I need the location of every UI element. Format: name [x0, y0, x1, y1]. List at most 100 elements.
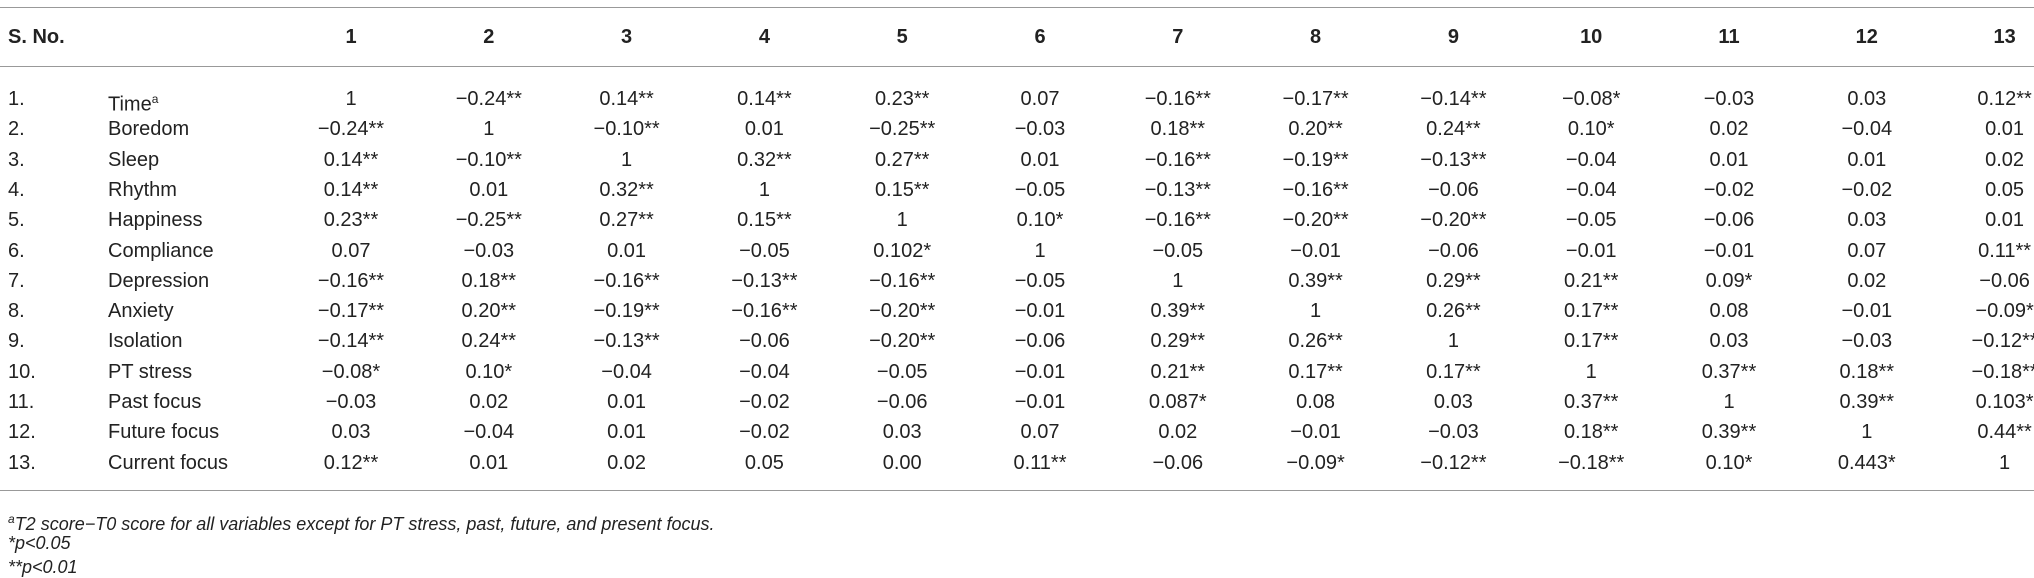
cell: −0.02	[739, 421, 790, 444]
cell: 0.03	[331, 421, 371, 444]
cell: 0.00	[882, 451, 922, 474]
cell: 0.24**	[1426, 118, 1481, 141]
cell: 0.17**	[1563, 300, 1619, 323]
cell: 0.29**	[1150, 330, 1206, 353]
cell: −0.03	[325, 391, 377, 413]
footnote-marker: a	[8, 512, 15, 526]
cell: −0.14**	[317, 330, 385, 353]
cell: −0.06	[1703, 209, 1755, 232]
cell: 0.01	[1709, 148, 1749, 171]
header-cell: 13	[1993, 26, 2016, 48]
cell: 0.37**	[1563, 391, 1619, 413]
cell: 0.07	[331, 239, 371, 262]
header-cell: 7	[1172, 26, 1184, 48]
cell: −0.18**	[1971, 360, 2034, 383]
footnote-text: T2 score−T0 score for all variables exce…	[14, 514, 715, 534]
header-cell: 9	[1447, 26, 1459, 48]
row-label: Past focus	[108, 390, 201, 414]
cell: −0.16**	[1144, 88, 1211, 110]
cell: 0.32**	[737, 148, 792, 171]
cell: −0.06	[1014, 330, 1066, 353]
cell: 0.15**	[874, 178, 930, 201]
cell: −0.16**	[869, 269, 936, 292]
row-number: 11.	[8, 391, 35, 413]
cell: −0.03	[1014, 118, 1066, 141]
cell: −0.13**	[1144, 178, 1211, 201]
row-label-text: Boredom	[108, 118, 190, 141]
header-cell: 8	[1310, 26, 1322, 48]
row-label: Happiness	[108, 208, 203, 232]
cell: −0.25**	[455, 209, 522, 232]
cell: 0.11**	[1013, 451, 1067, 474]
cell: 0.17**	[1563, 330, 1619, 353]
cell: 0.05	[1985, 178, 2025, 201]
cell: 0.11**	[1978, 239, 2032, 262]
cell: −0.01	[1703, 239, 1755, 262]
cell: 0.14**	[599, 88, 654, 110]
header-cell: 12	[1855, 26, 1878, 48]
cell: −0.18**	[1558, 451, 1625, 474]
header-cell: 5	[896, 26, 908, 48]
cell: −0.08*	[1561, 88, 1621, 110]
cell: 0.18**	[1563, 421, 1619, 444]
cell: 0.103*	[1975, 391, 2034, 413]
cell: 0.01	[607, 421, 647, 444]
header-cell: S. No.	[8, 26, 65, 48]
cell: −0.12**	[1420, 451, 1487, 474]
cell: 0.02	[607, 451, 647, 474]
cell: 0.18**	[1839, 360, 1895, 383]
cell: −0.04	[1841, 118, 1893, 141]
row-label-text: Isolation	[108, 330, 183, 353]
cell: 1	[621, 148, 633, 171]
cell: 0.39**	[1701, 421, 1757, 444]
cell: 0.10*	[465, 360, 513, 383]
cell: 0.12**	[1977, 88, 2032, 110]
cell: 0.08	[1296, 391, 1336, 413]
row-label: PT stress	[108, 360, 192, 384]
header-cell: 3	[621, 26, 633, 48]
row-label: Current focus	[108, 451, 228, 475]
cell: 0.02	[1709, 118, 1749, 141]
cell: 0.18**	[461, 269, 517, 292]
cell: −0.10**	[593, 118, 660, 141]
row-label-text: Anxiety	[108, 300, 174, 323]
cell: −0.16**	[1144, 209, 1211, 232]
row-label-text: Happiness	[108, 209, 203, 232]
cell: 0.03	[1847, 209, 1887, 232]
cell: −0.19**	[593, 300, 660, 323]
cell: −0.05	[876, 360, 928, 383]
cell: −0.01	[1290, 239, 1341, 262]
row-label: Depression	[108, 269, 209, 293]
row-label: Sleep	[108, 148, 159, 172]
row-number: 7.	[8, 269, 25, 292]
cell: 0.03	[1709, 330, 1749, 353]
cell: 0.03	[882, 421, 922, 444]
row-label-text: Rhythm	[108, 178, 177, 201]
cell: 0.20**	[461, 300, 517, 323]
cell: 1	[1999, 451, 2011, 474]
cell: 1	[345, 88, 357, 110]
row-label-text: Depression	[108, 269, 210, 292]
row-label: Isolation	[108, 329, 183, 353]
cell: −0.03	[1703, 88, 1755, 110]
cell: 0.01	[1020, 148, 1060, 171]
row-number: 8.	[8, 300, 25, 323]
cell: 1	[1723, 391, 1735, 413]
cell: 0.12**	[323, 451, 379, 474]
cell: 0.17**	[1288, 360, 1343, 383]
row-label-text: PT stress	[108, 360, 193, 383]
cell: −0.05	[1014, 269, 1066, 292]
cell: 0.01	[469, 178, 509, 201]
cell: 1	[896, 209, 908, 232]
cell: 0.21**	[1563, 269, 1619, 292]
cell: 0.39**	[1288, 269, 1343, 292]
cell: 0.14**	[323, 178, 379, 201]
cell: −0.13**	[1420, 148, 1487, 171]
cell: −0.17**	[317, 300, 385, 323]
cell: 0.02	[469, 391, 509, 413]
row-number: 13.	[8, 451, 36, 474]
row-label: Anxiety	[108, 299, 174, 323]
top-rule	[0, 7, 2034, 8]
cell: 0.21**	[1150, 360, 1206, 383]
